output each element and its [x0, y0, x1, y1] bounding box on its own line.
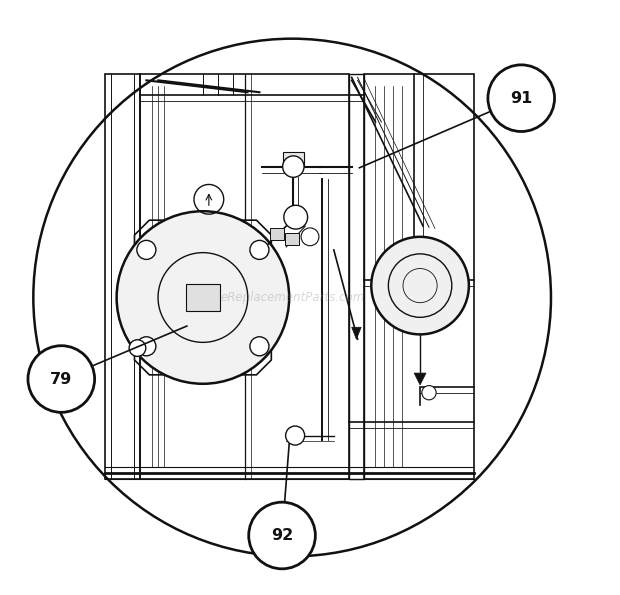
- Polygon shape: [186, 284, 219, 311]
- Polygon shape: [414, 373, 426, 385]
- Circle shape: [488, 65, 554, 131]
- Circle shape: [137, 337, 156, 356]
- Polygon shape: [352, 327, 361, 339]
- Circle shape: [249, 502, 316, 569]
- Circle shape: [371, 237, 469, 334]
- Text: eReplacementParts.com: eReplacementParts.com: [220, 291, 365, 304]
- Text: 79: 79: [50, 371, 73, 387]
- Text: 92: 92: [271, 528, 293, 543]
- Circle shape: [286, 426, 304, 445]
- Text: 91: 91: [510, 90, 533, 106]
- Circle shape: [250, 337, 269, 356]
- Circle shape: [283, 156, 304, 177]
- Circle shape: [117, 211, 289, 384]
- Circle shape: [301, 228, 319, 246]
- Circle shape: [250, 240, 269, 259]
- Circle shape: [284, 205, 308, 229]
- Circle shape: [422, 386, 436, 400]
- Circle shape: [137, 240, 156, 259]
- Polygon shape: [270, 228, 285, 240]
- Circle shape: [129, 340, 146, 356]
- Polygon shape: [283, 152, 304, 167]
- Circle shape: [28, 346, 95, 412]
- Polygon shape: [285, 233, 299, 245]
